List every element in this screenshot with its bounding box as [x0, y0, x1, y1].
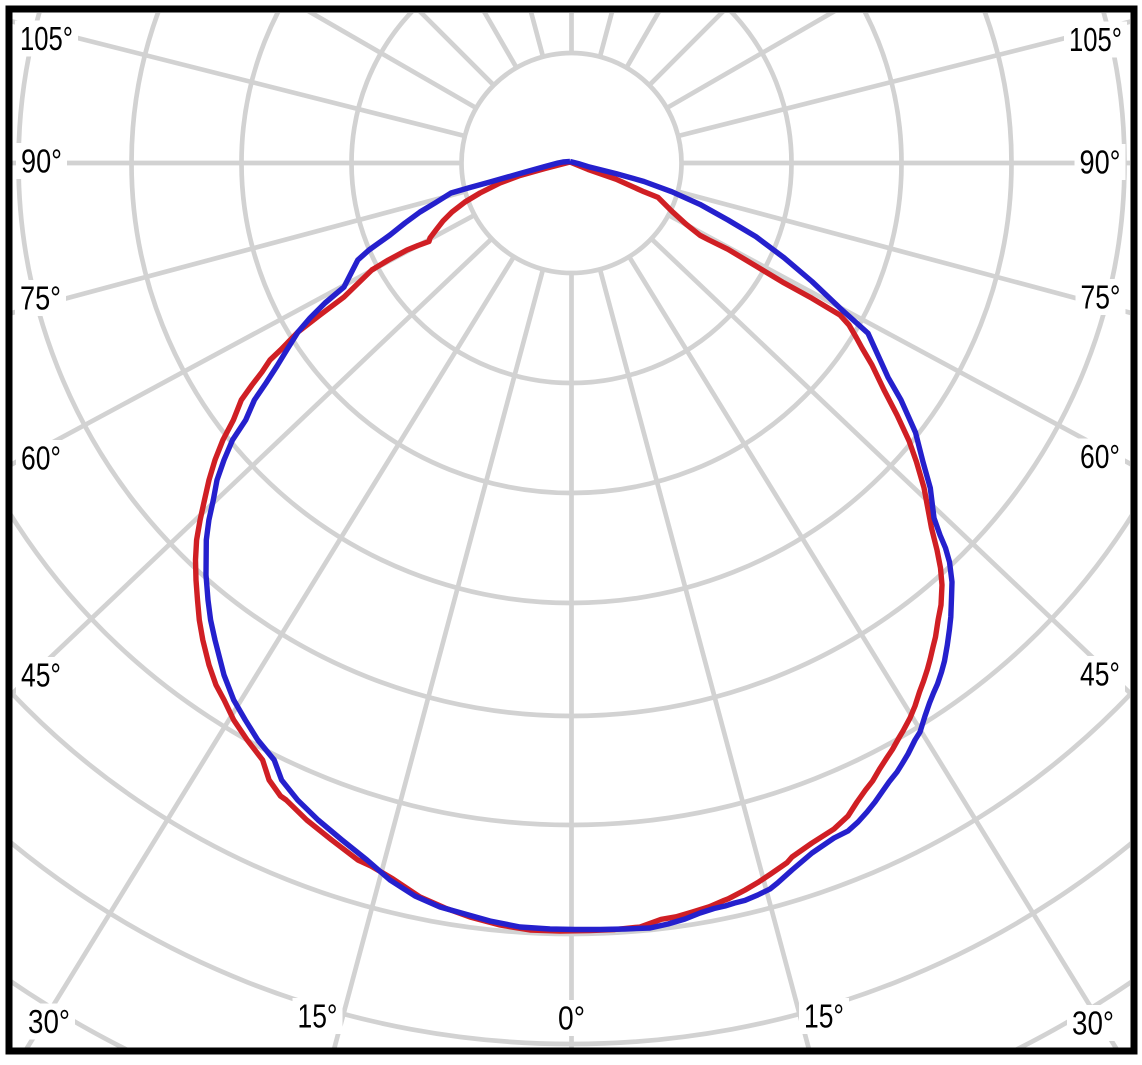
svg-text:90°: 90°	[21, 143, 62, 180]
svg-text:30°: 30°	[28, 1003, 70, 1040]
svg-text:60°: 60°	[21, 440, 61, 477]
svg-text:105°: 105°	[1069, 21, 1122, 58]
svg-text:90°: 90°	[1080, 144, 1121, 181]
svg-text:45°: 45°	[21, 657, 61, 694]
svg-text:75°: 75°	[20, 280, 61, 317]
svg-text:15°: 15°	[298, 998, 338, 1035]
svg-text:0°: 0°	[558, 1000, 585, 1037]
svg-text:105°: 105°	[20, 20, 73, 57]
svg-text:60°: 60°	[1080, 438, 1120, 475]
svg-text:30°: 30°	[1072, 1005, 1114, 1042]
svg-text:45°: 45°	[1080, 656, 1120, 693]
svg-text:75°: 75°	[1081, 279, 1121, 316]
svg-text:15°: 15°	[804, 998, 844, 1035]
